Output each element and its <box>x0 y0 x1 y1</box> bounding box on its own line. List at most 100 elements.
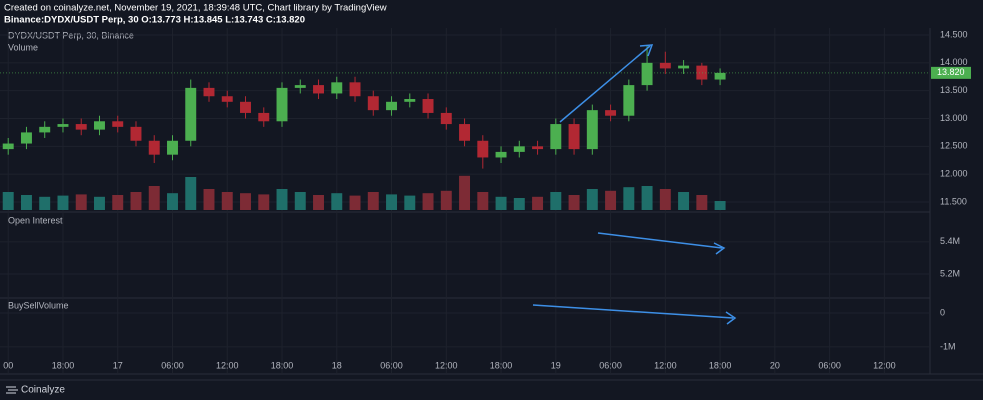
last-price-label: 13.820 <box>937 67 965 77</box>
candle-body <box>203 87 215 97</box>
volume-label: Volume <box>8 42 38 52</box>
candle-body <box>258 112 270 122</box>
volume-bar <box>331 193 343 210</box>
candle-body <box>240 101 251 113</box>
candle-body <box>94 121 105 130</box>
volume-bar <box>568 195 580 210</box>
candle-body <box>404 99 416 102</box>
candle-body <box>349 82 361 97</box>
candle-body <box>659 62 671 69</box>
x-tick-label: 18:00 <box>271 360 294 370</box>
x-tick-label: 06:00 <box>818 360 841 370</box>
candle-body <box>641 62 653 86</box>
volume-bar <box>386 194 398 210</box>
candle-body <box>532 146 544 150</box>
candle-body <box>112 121 124 127</box>
volume-bar <box>313 195 324 210</box>
candle-body <box>495 151 507 158</box>
volume-bar <box>440 190 452 210</box>
volume-bar <box>130 192 142 210</box>
volume-bar <box>39 196 51 210</box>
volume-bar <box>203 189 215 210</box>
volume-bar <box>221 192 233 210</box>
candle-body <box>276 87 288 122</box>
y-tick-label: 0 <box>940 307 945 317</box>
volume-bar <box>513 198 525 210</box>
candle-body <box>130 126 142 141</box>
candle-body <box>294 85 306 88</box>
trend-arrow <box>559 44 654 123</box>
candle-body <box>714 72 726 80</box>
volume-bar <box>495 196 507 210</box>
candle-body <box>148 140 160 155</box>
candle-body <box>568 124 580 150</box>
candle-body <box>39 126 51 133</box>
volume-bar <box>623 187 635 210</box>
x-tick-label: 12:00 <box>216 360 239 370</box>
volume-bar <box>75 194 87 210</box>
x-tick-label: 12:00 <box>435 360 458 370</box>
y-tick-label: 14.500 <box>940 29 968 39</box>
y-tick-label: 13.500 <box>940 85 968 95</box>
candle-body <box>20 132 32 144</box>
y-tick-label: 11.500 <box>940 196 967 206</box>
volume-bar <box>94 196 105 210</box>
y-tick-label: 13.000 <box>940 113 968 123</box>
footer-brand: Coinalyze <box>21 385 65 396</box>
candle-body <box>440 112 452 125</box>
y-tick-label: 5.2M <box>940 268 960 278</box>
volume-bar <box>276 189 288 210</box>
candle-body <box>696 65 708 80</box>
y-tick-label: 12.500 <box>940 141 968 151</box>
y-tick-label: 5.4M <box>940 236 960 246</box>
candle-body <box>550 124 562 150</box>
x-tick-label: 18 <box>332 360 342 370</box>
volume-bar <box>550 192 562 210</box>
candle-body <box>513 146 525 152</box>
candle-body <box>2 143 14 150</box>
volume-bar <box>659 189 671 210</box>
volume-bar <box>2 192 14 210</box>
volume-bar <box>422 193 434 210</box>
volume-bar <box>349 195 361 210</box>
volume-bar <box>477 192 489 210</box>
volume-bar <box>20 195 32 210</box>
x-tick-label: 20 <box>770 360 780 370</box>
volume-bar <box>57 195 69 210</box>
candle-body <box>422 99 434 113</box>
x-tick-label: 19 <box>551 360 561 370</box>
y-tick-label: -1M <box>940 341 956 351</box>
candle-body <box>185 87 197 141</box>
pane-title: Open Interest <box>8 215 63 225</box>
candle-body <box>678 65 690 69</box>
x-tick-label: 12:00 <box>654 360 677 370</box>
created-note: Created on coinalyze.net, November 19, 2… <box>4 3 387 14</box>
x-tick-label: 06:00 <box>599 360 622 370</box>
candle-body <box>386 101 398 111</box>
volume-bar <box>185 177 197 210</box>
candle-body <box>459 124 471 141</box>
volume-bar <box>586 189 598 210</box>
volume-bar <box>678 192 690 210</box>
volume-bar <box>532 196 544 210</box>
candle-body <box>623 85 635 116</box>
volume-bar <box>714 201 726 210</box>
x-tick-label: 17 <box>113 360 123 370</box>
last-price-box <box>931 66 971 79</box>
volume-bar <box>367 192 379 210</box>
volume-bar <box>696 195 708 210</box>
candle-body <box>313 85 324 94</box>
marks: 00 18:00 17 06:00 12:00 18:00 18 06:00 12:00 18:0… <box>0 28 971 374</box>
candle-body <box>221 96 233 102</box>
volume-bar <box>112 195 124 210</box>
x-tick-label: 18:00 <box>490 360 513 370</box>
candle-body <box>367 96 379 111</box>
volume-bar <box>294 192 306 210</box>
y-tick-label: 12.000 <box>940 169 968 179</box>
symbol-line: Binance:DYDX/USDT Perp, 30 O:13.773 H:13… <box>4 15 305 26</box>
volume-bar <box>240 193 251 210</box>
candle-body <box>605 110 617 116</box>
